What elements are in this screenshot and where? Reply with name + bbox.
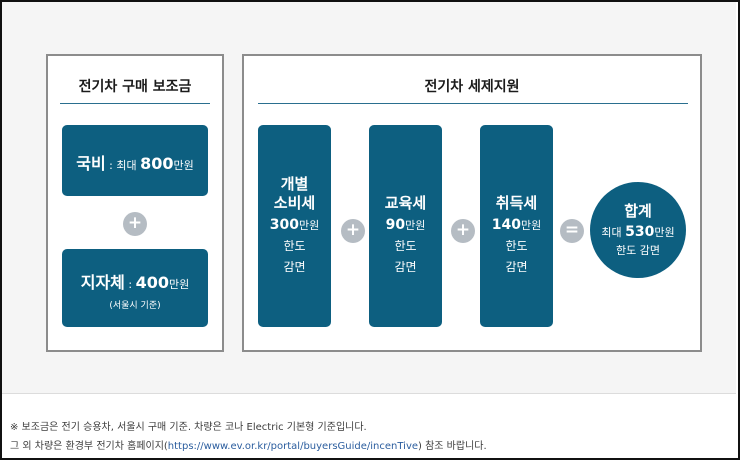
- national-subsidy-box: 국비 : 최대 800만원: [62, 125, 208, 196]
- subsidy-panel: 전기차 구매 보조금 국비 : 최대 800만원 + 지자체 : 400만원 (…: [46, 54, 224, 352]
- tax-item-unit: 만원: [520, 219, 542, 232]
- plus-icon: +: [123, 212, 147, 236]
- plus-icon: +: [451, 219, 475, 243]
- tax-item-name: 취득세: [495, 194, 538, 212]
- tax-item-unit: 만원: [298, 219, 320, 232]
- local-unit: 만원: [169, 278, 190, 291]
- tax-item-name: 개별: [280, 175, 309, 193]
- national-amount: 800: [140, 154, 174, 173]
- tax-title: 전기차 세제지원: [424, 79, 520, 95]
- ev-portal-link[interactable]: https://www.ev.or.kr/portal/buyersGuide/…: [167, 441, 419, 452]
- tax-total-circle: 합계 최대 530만원 한도 감면: [590, 182, 686, 278]
- local-label: 지자체: [80, 273, 125, 292]
- local-amount: 400: [135, 273, 170, 292]
- footnote-line-2: 그 외 차량은 환경부 전기차 홈페이지(https://www.ev.or.k…: [10, 437, 487, 452]
- tax-item-amount: 300: [269, 217, 299, 233]
- subsidy-title-rule: [60, 103, 210, 104]
- national-sep: :: [105, 159, 117, 172]
- tax-item-amount: 90: [385, 217, 406, 233]
- plus-icon: +: [341, 219, 365, 243]
- tax-item-desc: 한도: [505, 239, 528, 253]
- tax-item-acquisition: 취득세 140만원 한도 감면: [480, 125, 553, 327]
- tax-item-amount: 140: [491, 217, 521, 233]
- tax-panel: 전기차 세제지원 개별 소비세 300만원 한도 감면 + 교육세 90만원 한…: [242, 54, 702, 352]
- total-prefix: 최대: [601, 226, 626, 239]
- tax-item-desc: 한도: [394, 239, 417, 253]
- infographic-area: 전기차 구매 보조금 국비 : 최대 800만원 + 지자체 : 400만원 (…: [2, 2, 736, 394]
- tax-item-unit: 만원: [405, 219, 426, 232]
- total-label: 합계: [624, 202, 652, 220]
- tax-item-name: 소비세: [273, 194, 316, 212]
- local-sep: :: [124, 278, 136, 291]
- subsidy-title: 전기차 구매 보조금: [78, 79, 192, 95]
- footnote-line-1: ※ 보조금은 전기 승용차, 서울시 구매 기준. 차량은 코나 Electri…: [10, 422, 367, 433]
- tax-item-education: 교육세 90만원 한도 감면: [369, 125, 442, 327]
- tax-item-name: 교육세: [384, 194, 427, 212]
- footnote-text: 그 외 차량은 환경부 전기차 홈페이지(: [10, 441, 168, 452]
- national-label: 국비: [76, 154, 106, 173]
- footnote-text: ) 참조 바랍니다.: [418, 441, 487, 452]
- national-unit: 만원: [173, 159, 194, 172]
- tax-item-individual-consumption: 개별 소비세 300만원 한도 감면: [258, 125, 331, 327]
- tax-item-desc: 감면: [505, 260, 528, 274]
- tax-item-desc: 한도: [283, 239, 306, 253]
- total-amount: 530: [625, 224, 655, 240]
- tax-item-desc: 감면: [283, 260, 306, 274]
- local-note: (서울시 기준): [109, 301, 161, 311]
- total-desc: 한도 감면: [616, 244, 660, 257]
- tax-item-desc: 감면: [394, 260, 417, 274]
- equals-icon: =: [560, 219, 584, 243]
- local-subsidy-box: 지자체 : 400만원 (서울시 기준): [62, 249, 208, 327]
- national-prefix: 최대: [116, 159, 141, 172]
- total-unit: 만원: [654, 226, 675, 239]
- tax-title-rule: [258, 103, 688, 104]
